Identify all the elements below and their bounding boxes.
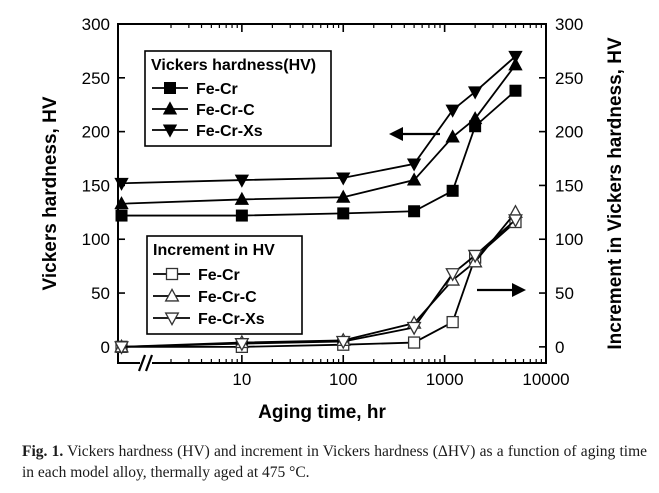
legend-inc-swatch-marker <box>164 312 180 326</box>
legend-inc-swatch-marker <box>164 288 180 302</box>
hv-fe-cr-c-point <box>445 129 460 143</box>
inc-fe-cr-xs-point <box>406 321 422 336</box>
figure-caption: Fig. 1. Vickers hardness (HV) and increm… <box>22 441 647 483</box>
legend-hv-swatch-marker <box>162 101 178 115</box>
hv-fe-cr-xs-point <box>114 177 129 191</box>
legend-hv-swatch-marker <box>164 82 176 94</box>
right-axis-arrowhead <box>512 283 526 297</box>
hv-fe-cr-c-point <box>336 189 351 203</box>
left-axis-arrowhead <box>389 127 403 141</box>
y-left-tick-label: 50 <box>91 284 110 303</box>
y-left-tick-label: 300 <box>82 15 110 34</box>
y-left-tick-label: 200 <box>82 123 110 142</box>
x-tick-label: 10 <box>232 370 251 389</box>
x-tick-label: 100 <box>329 370 357 389</box>
y-right-tick-label: 50 <box>555 284 574 303</box>
legend-inc-title: Increment in HV <box>153 242 275 259</box>
inc-fe-cr-xs-point <box>508 214 523 228</box>
legend-inc-swatch-marker <box>165 267 179 281</box>
hv-fe-cr-c-point <box>406 172 422 186</box>
caption-label: Fig. 1. <box>22 443 64 460</box>
y-right-axis-label: Increment in Vickers hardness, HV <box>605 37 626 350</box>
inc-fe-cr-xs-point <box>467 249 483 264</box>
hv-fe-cr-xs-point <box>508 50 523 64</box>
legend-inc-entry: Fe-Cr-Xs <box>198 311 265 328</box>
y-right-tick-label: 250 <box>555 69 583 88</box>
legend-hv-entry: Fe-Cr-C <box>196 102 255 119</box>
legend-hv-entry: Fe-Cr-Xs <box>196 123 263 140</box>
legend-hv-title: Vickers hardness(HV) <box>151 57 316 74</box>
y-right-tick-label: 0 <box>555 338 564 357</box>
y-left-tick-label: 150 <box>82 176 110 195</box>
y-left-tick-label: 0 <box>101 338 110 357</box>
hv-fe-cr-point <box>446 184 459 197</box>
x-tick-label: 10000 <box>522 370 569 389</box>
hv-fe-cr-xs-point <box>445 104 460 118</box>
y-left-tick-label: 250 <box>82 69 110 88</box>
legend-hv-entry: Fe-Cr <box>196 81 238 98</box>
y-left-axis-label: Vickers hardness, HV <box>40 96 61 290</box>
hv-fe-cr-point <box>235 209 248 222</box>
plot-frame <box>117 23 547 364</box>
inc-fe-cr-point <box>446 315 459 329</box>
hv-fe-cr-point <box>337 207 350 220</box>
hv-fe-cr-c-point <box>467 111 483 125</box>
hv-fe-cr-point <box>509 84 522 97</box>
hv-fe-cr-xs-point <box>406 158 422 172</box>
hv-fe-cr-c-point <box>508 57 523 71</box>
legend-inc-entry: Fe-Cr <box>198 267 240 284</box>
axis-break-mark <box>137 354 147 372</box>
hv-fe-cr-xs-point <box>467 86 483 100</box>
hv-fe-cr-xs-point <box>234 174 250 188</box>
x-tick-label: 1000 <box>426 370 464 389</box>
legend-hv-swatch-marker <box>162 124 178 138</box>
hv-fe-cr-c-point <box>114 196 129 210</box>
hv-fe-cr-c-point <box>234 191 250 205</box>
hv-fe-cr-point <box>115 209 128 222</box>
hv-fe-cr-xs-point <box>336 172 351 186</box>
y-right-tick-label: 150 <box>555 176 583 195</box>
y-right-tick-label: 300 <box>555 15 583 34</box>
hv-fe-cr-point <box>408 205 421 218</box>
x-axis-label: Aging time, hr <box>258 402 386 423</box>
inc-fe-cr-xs-point <box>335 335 351 350</box>
caption-text: Vickers hardness (HV) and increment in V… <box>22 443 648 481</box>
inc-fe-cr-xs-point <box>234 338 250 352</box>
y-left-tick-label: 100 <box>82 230 110 249</box>
legend-inc-entry: Fe-Cr-C <box>198 289 257 306</box>
inc-fe-cr-xs-point <box>114 341 129 355</box>
figure-1-chart: 0 50 100 150 200 250 300 0 50 100 150 200 250 300 10 10… <box>40 15 626 423</box>
inc-fe-cr-xs-point <box>445 268 461 282</box>
axis-break-mark <box>144 354 154 372</box>
y-right-tick-label: 200 <box>555 123 583 142</box>
inc-fe-cr-point <box>407 336 421 349</box>
y-right-tick-label: 100 <box>555 230 583 249</box>
